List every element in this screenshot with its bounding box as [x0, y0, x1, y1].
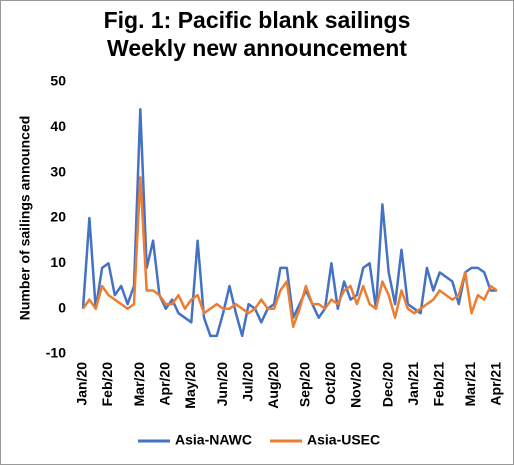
x-tick-label: Nov/20: [348, 362, 364, 408]
series-line: [81, 107, 497, 338]
x-tick-label: Mar/21: [462, 362, 478, 407]
y-tick-label: 0: [58, 299, 66, 315]
chart-title: Fig. 1: Pacific blank sailings: [104, 7, 411, 33]
x-tick-label: Jan/21: [405, 362, 421, 406]
y-tick-label: 50: [50, 73, 66, 89]
x-tick-label: Apr/20: [157, 362, 173, 406]
x-tick-label: Apr/21: [488, 362, 504, 406]
x-tick-label: Jan/20: [74, 362, 90, 406]
x-tick-label: Feb/21: [430, 362, 446, 407]
x-tick-label: Jul/20: [239, 362, 255, 402]
x-tick-label: May/20: [182, 362, 198, 409]
y-tick-label: -10: [46, 345, 66, 361]
x-tick-label: Feb/20: [99, 362, 115, 407]
y-tick-label: 10: [50, 254, 66, 270]
legend-label: Asia-NAWC: [175, 432, 252, 448]
y-tick-label: 40: [50, 118, 66, 134]
y-tick-label: 30: [50, 163, 66, 179]
x-tick-label: Oct/20: [322, 362, 338, 405]
y-axis-label: Number of sailings announced: [17, 116, 33, 321]
legend-label: Asia-USEC: [307, 432, 380, 448]
x-tick-label: Jun/20: [214, 362, 230, 407]
chart-subtitle: Weekly new announcement: [107, 35, 407, 61]
y-tick-label: 20: [50, 209, 66, 225]
series-line: [81, 175, 498, 329]
x-tick-label: Aug/20: [265, 362, 281, 409]
x-tick-label: Sep/20: [297, 362, 313, 407]
x-tick-label: Mar/20: [131, 362, 147, 407]
x-tick-label: Dec/20: [379, 362, 395, 407]
